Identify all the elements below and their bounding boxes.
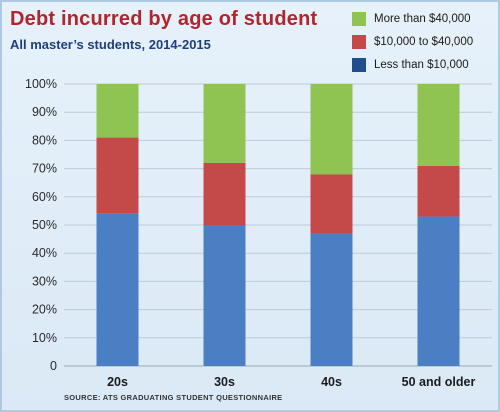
legend-label-more-than-40000: More than $40,000 [374,13,471,25]
bar-segment-more-than-40-000-20s [96,84,139,138]
bar-segment-more-than-40-000-30s [203,84,246,163]
bar-segment-less-than-10-000-30s [203,225,246,366]
legend-label-less-than-10000: Less than $10,000 [374,59,469,71]
legend-swatch-less-than-10000 [352,58,366,72]
bar-segment-10-000-to-40-000-50-and-older [417,165,460,217]
legend: More than $40,000 $10,000 to $40,000 Les… [352,8,473,77]
legend-swatch-more-than-40000 [352,12,366,26]
y-tick-label: 90% [32,105,57,119]
legend-item-10000-to-40000: $10,000 to $40,000 [352,31,473,53]
y-tick-label: 60% [32,190,57,204]
legend-item-more-than-40000: More than $40,000 [352,8,473,30]
x-tick-label: 30s [214,375,235,389]
y-tick-label: 20% [32,303,57,317]
source-note: SOURCE: ATS GRADUATING STUDENT QUESTIONN… [64,393,283,402]
x-tick-label: 40s [321,375,342,389]
legend-label-10000-to-40000: $10,000 to $40,000 [374,36,474,48]
y-tick-label: 0 [50,359,57,373]
y-tick-label: 30% [32,274,57,288]
bar-segment-10-000-to-40-000-30s [203,162,246,225]
bar-segment-10-000-to-40-000-40s [310,174,353,234]
bar-segment-less-than-10-000-20s [96,213,139,366]
x-tick-label: 20s [107,375,128,389]
bar-segment-less-than-10-000-50-and-older [417,216,460,366]
legend-swatch-10000-to-40000 [352,35,366,49]
chart-title: Debt incurred by age of student [10,8,318,30]
bar-segment-more-than-40-000-50-and-older [417,84,460,166]
legend-item-less-than-10000: Less than $10,000 [352,54,473,76]
chart-subtitle: All master’s students, 2014-2015 [10,37,211,52]
bar-segment-10-000-to-40-000-20s [96,137,139,214]
y-tick-label: 100% [25,77,57,91]
bar-segment-more-than-40-000-40s [310,84,353,175]
y-tick-label: 80% [32,133,57,147]
y-tick-label: 10% [32,331,57,345]
y-tick-label: 50% [32,218,57,232]
y-tick-label: 40% [32,246,57,260]
x-tick-label: 50 and older [402,375,476,389]
y-tick-label: 70% [32,162,57,176]
bar-segment-less-than-10-000-40s [310,233,353,366]
